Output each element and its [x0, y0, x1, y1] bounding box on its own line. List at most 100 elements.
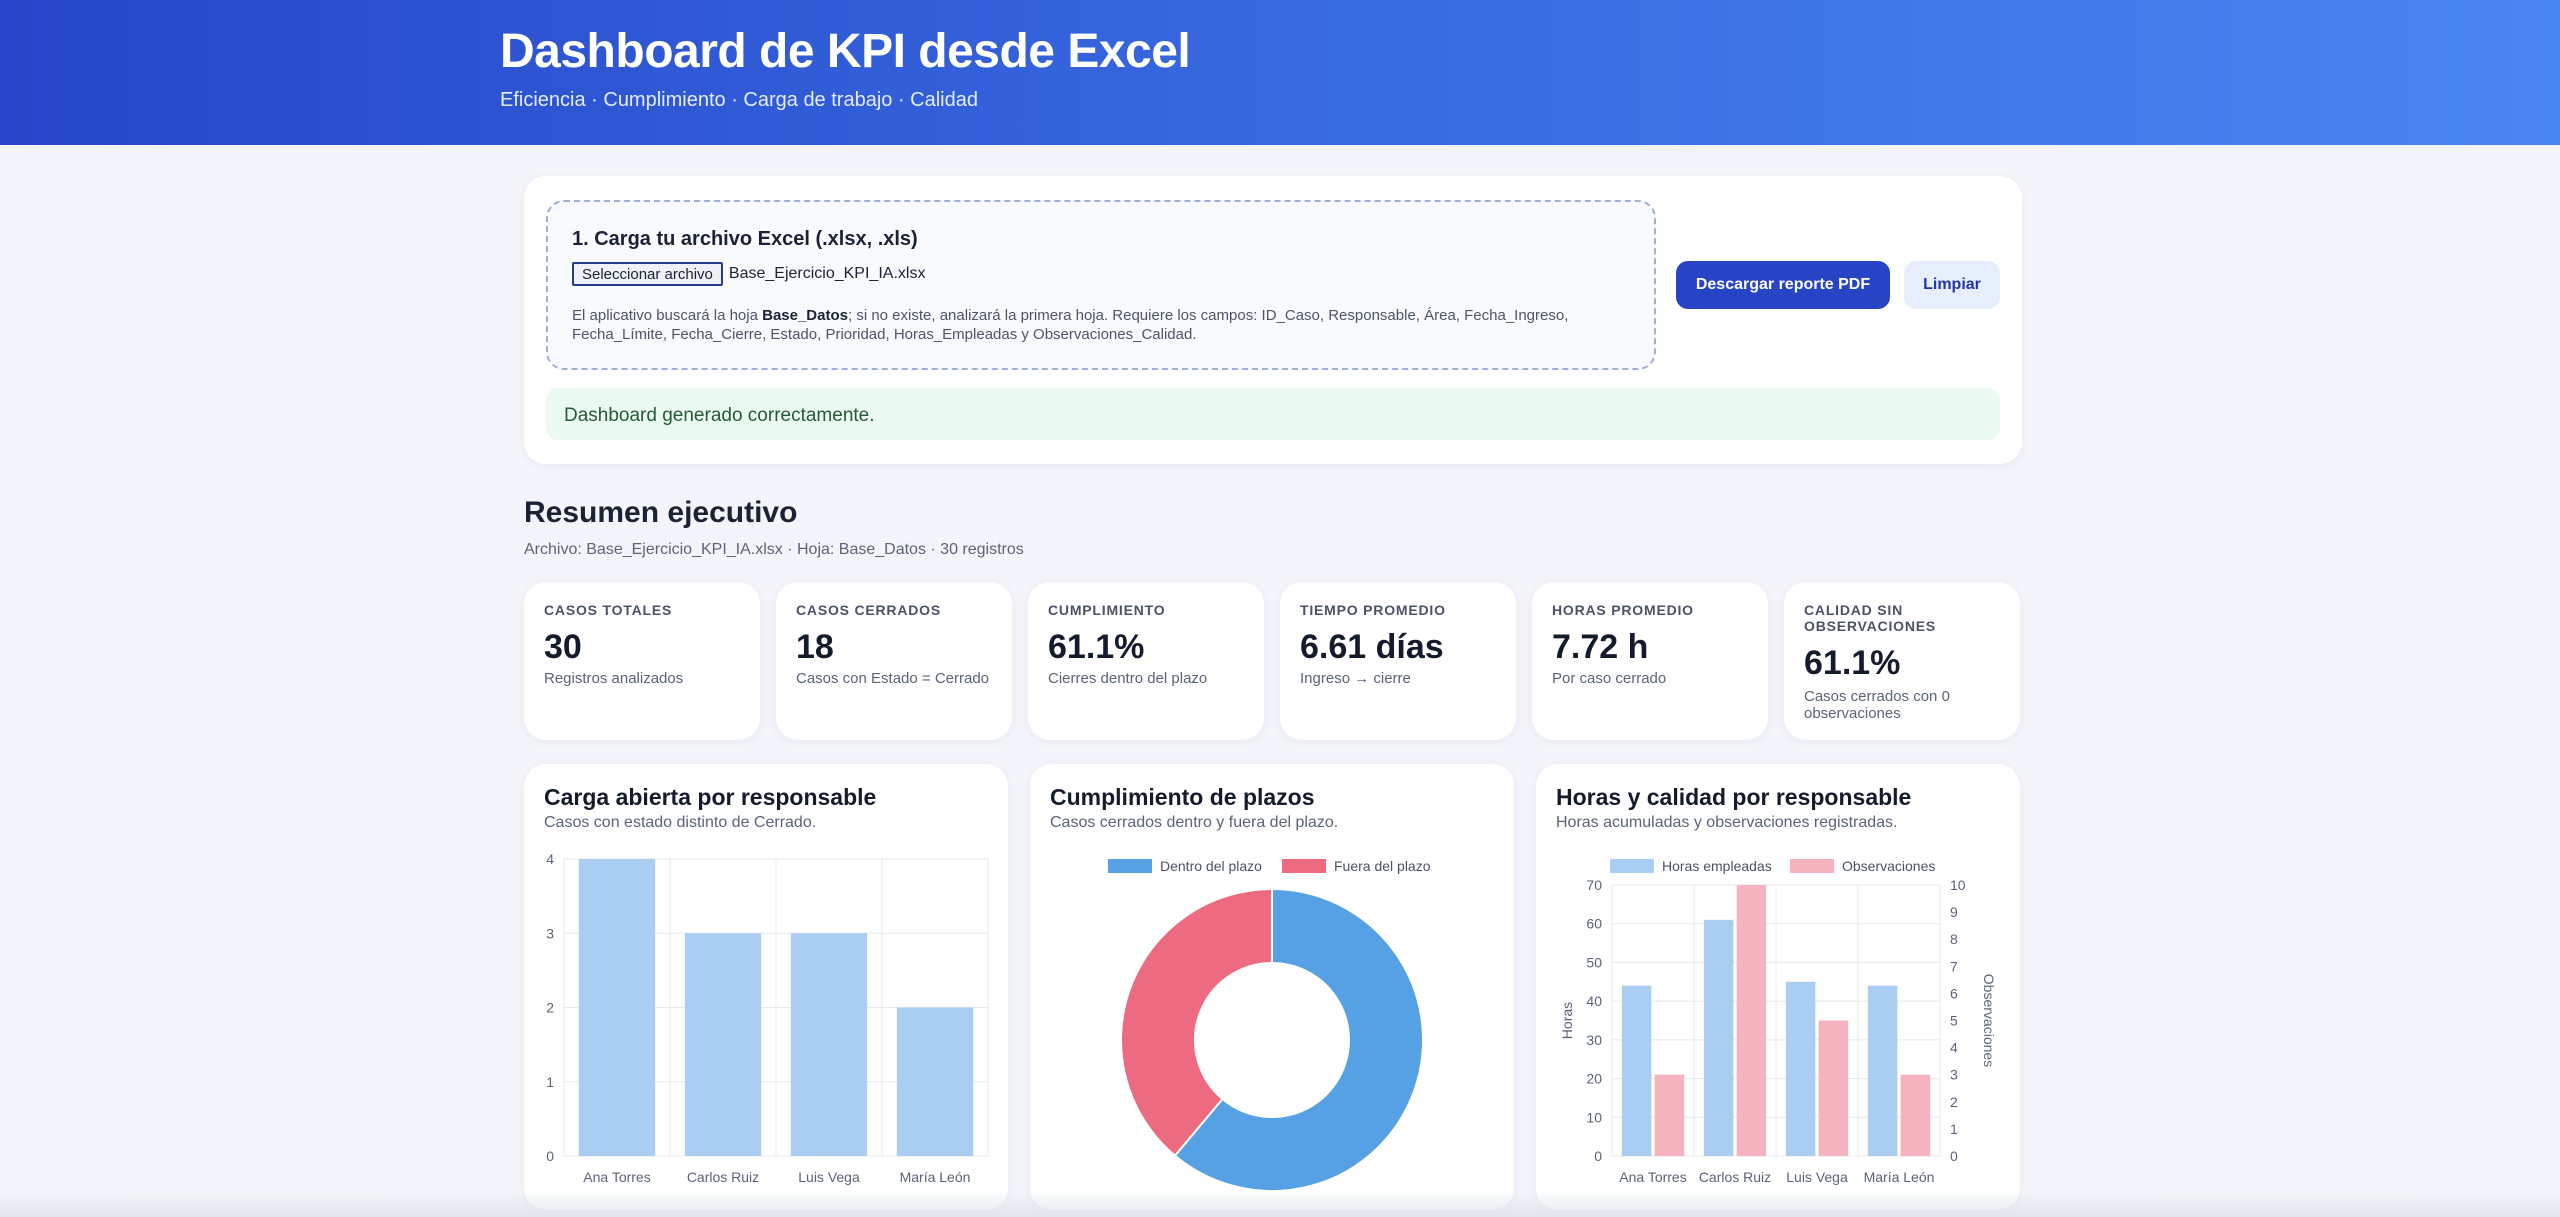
y-tick-label: 50 [1586, 954, 1602, 970]
download-pdf-button[interactable]: Descargar reporte PDF [1676, 261, 1890, 309]
bar [684, 933, 762, 1156]
kpi-value: 61.1% [1804, 644, 1901, 682]
y2-tick-label: 1 [1950, 1121, 1958, 1137]
bar-observaciones [1736, 885, 1767, 1156]
kpi-label: Tiempo promedio [1300, 602, 1446, 618]
kpi-desc: Casos con Estado = Cerrado [796, 670, 990, 687]
kpi-desc: Cierres dentro del plazo [1048, 670, 1208, 687]
kpi-value: 6.61 días [1300, 628, 1444, 666]
bar-observaciones [1900, 1074, 1931, 1156]
y-tick-label: 40 [1586, 993, 1602, 1009]
kpi-value: 18 [796, 628, 834, 666]
page-header: Dashboard de KPI desde Excel Eficiencia … [0, 0, 2560, 145]
kpi-desc: Ingreso → cierre [1300, 670, 1411, 687]
kpi-label: Calidad sin observaciones [1804, 602, 1937, 634]
y2-tick-label: 9 [1950, 904, 1958, 920]
legend-label: Fuera del plazo [1334, 858, 1431, 874]
legend-label: Dentro del plazo [1160, 858, 1262, 874]
y-tick-label: 0 [1594, 1148, 1602, 1164]
status-message: Dashboard generado correctamente. [546, 388, 2000, 440]
legend-label: Observaciones [1842, 858, 1935, 874]
y2-tick-label: 6 [1950, 985, 1958, 1001]
page-subtitle: Eficiencia · Cumplimiento · Carga de tra… [500, 89, 978, 111]
kpi-value: 7.72 h [1552, 628, 1649, 666]
carga-bar-chart: 0 1 2 3 4 Ana Torres Carlos Ruiz Luis Vega María… [546, 851, 989, 1185]
x-tick-label: Luis Vega [798, 1169, 860, 1185]
y-tick-label: 60 [1586, 916, 1602, 932]
kpi-card-tiempo-promedio: Tiempo promedio 6.61 días Ingreso → cier… [1280, 582, 1516, 740]
upload-card: 1. Carga tu archivo Excel (.xlsx, .xls) … [524, 176, 2022, 464]
clear-button[interactable]: Limpiar [1904, 261, 2000, 309]
legend-swatch [1282, 859, 1326, 873]
summary-meta: Archivo: Base_Ejercicio_KPI_IA.xlsx · Ho… [524, 541, 1024, 558]
kpi-value: 61.1% [1048, 628, 1145, 666]
donut-slice [1120, 887, 1273, 1158]
kpi-card-horas-promedio: Horas promedio 7.72 h Por caso cerrado [1532, 582, 1768, 740]
chart-subtitle: Casos con estado distinto de Cerrado. [544, 814, 817, 831]
kpi-label: Cumplimiento [1048, 602, 1166, 618]
chart-subtitle: Casos cerrados dentro y fuera del plazo. [1050, 814, 1339, 831]
y-tick-label: 0 [546, 1148, 554, 1164]
kpi-card-casos-totales: Casos totales 30 Registros analizados [524, 582, 760, 740]
kpi-card-cumplimiento: Cumplimiento 61.1% Cierres dentro del pl… [1028, 582, 1264, 740]
x-tick-label: María León [900, 1169, 971, 1185]
chart-title: Cumplimiento de plazos [1050, 784, 1315, 810]
cumplimiento-donut-chart: Dentro del plazo Fuera del plazo [1108, 858, 1431, 1192]
bar-horas [1703, 919, 1734, 1156]
donut-slice [1173, 887, 1424, 1192]
kpi-label: Horas promedio [1552, 602, 1694, 618]
kpi-desc: Casos cerrados con 0 observaciones [1804, 688, 1950, 722]
y-tick-label: 70 [1586, 877, 1602, 893]
page-title: Dashboard de KPI desde Excel [500, 25, 1191, 78]
y-axis-label: Horas [1559, 1002, 1575, 1039]
chart-title: Horas y calidad por responsable [1556, 784, 1912, 810]
y2-tick-label: 5 [1950, 1013, 1958, 1029]
y2-tick-label: 3 [1950, 1067, 1958, 1083]
kpi-card-casos-cerrados: Casos cerrados 18 Casos con Estado = Cer… [776, 582, 1012, 740]
y2-axis-label: Observaciones [1981, 974, 1997, 1067]
x-tick-label: María León [1864, 1169, 1935, 1185]
upload-help-text: El aplicativo buscará la hoja Base_Datos… [572, 306, 1592, 344]
help-sheet-name: Base_Datos [762, 307, 848, 324]
bar [578, 859, 656, 1156]
y2-tick-label: 8 [1950, 931, 1958, 947]
file-dropzone[interactable]: 1. Carga tu archivo Excel (.xlsx, .xls) … [546, 200, 1656, 370]
bar [790, 933, 868, 1156]
x-tick-label: Luis Vega [1786, 1169, 1848, 1185]
bottom-fade [0, 1190, 2560, 1217]
legend-swatch [1790, 859, 1834, 873]
chart-card-carga: Carga abierta por responsable Casos con … [524, 764, 1008, 1210]
kpi-desc: Registros analizados [544, 670, 684, 687]
legend-label: Horas empleadas [1662, 858, 1772, 874]
help-prefix: El aplicativo buscará la hoja [572, 307, 763, 324]
selected-file-name: Base_Ejercicio_KPI_IA.xlsx [728, 265, 926, 282]
kpi-desc: Por caso cerrado [1552, 670, 1667, 687]
kpi-value: 30 [544, 628, 582, 666]
select-file-button[interactable]: Seleccionar archivo [572, 262, 723, 286]
x-tick-label: Carlos Ruiz [1699, 1169, 1771, 1185]
y-tick-label: 4 [546, 851, 554, 867]
y-tick-label: 10 [1586, 1109, 1602, 1125]
upload-title: 1. Carga tu archivo Excel (.xlsx, .xls) [572, 228, 918, 250]
chart-card-cumplimiento: Cumplimiento de plazos Casos cerrados de… [1030, 764, 1514, 1210]
horas-bar-chart: Horas empleadas Observaciones010203040506… [1559, 858, 1997, 1185]
y2-tick-label: 7 [1950, 958, 1958, 974]
chart-subtitle: Horas acumuladas y observaciones registr… [1556, 814, 1898, 831]
bar-horas [1621, 985, 1652, 1156]
chart-title: Carga abierta por responsable [544, 784, 877, 810]
summary-title: Resumen ejecutivo [524, 496, 798, 529]
y-tick-label: 30 [1586, 1032, 1602, 1048]
bar-observaciones [1818, 1020, 1849, 1156]
kpi-card-calidad: Calidad sin observaciones 61.1% Casos ce… [1784, 582, 2020, 740]
x-tick-label: Carlos Ruiz [687, 1169, 759, 1185]
x-tick-label: Ana Torres [583, 1169, 650, 1185]
y-tick-label: 2 [546, 1000, 554, 1016]
y2-tick-label: 0 [1950, 1148, 1958, 1164]
y2-tick-label: 4 [1950, 1040, 1958, 1056]
legend-swatch [1108, 859, 1152, 873]
bar-observaciones [1654, 1074, 1685, 1156]
bar-horas [1867, 985, 1898, 1156]
bar-horas [1785, 981, 1816, 1156]
y-tick-label: 20 [1586, 1071, 1602, 1087]
chart-card-horas: Horas y calidad por responsable Horas ac… [1536, 764, 2020, 1210]
